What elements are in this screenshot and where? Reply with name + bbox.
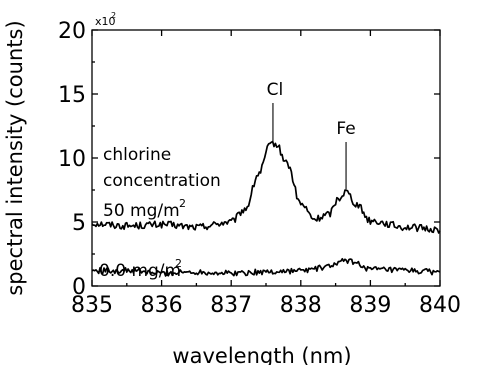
y-tick-label: 15 [58, 83, 86, 108]
series-0mg-line [91, 257, 441, 277]
y-tick-label: 5 [72, 211, 86, 236]
x-tick-label: 836 [141, 293, 183, 318]
y-multiplier-exp: 2 [111, 11, 116, 20]
x-tick-label: 837 [210, 293, 252, 318]
plot-frame [91, 29, 441, 287]
series-50mg-line [91, 140, 441, 234]
conc-0-label: 0.0 mg/m [99, 261, 181, 281]
series-layer [91, 140, 441, 277]
y-tick-label: 20 [58, 19, 86, 44]
y-tick-labels: 0 5 10 15 20 [58, 19, 86, 300]
x-tick-label: 838 [280, 293, 322, 318]
conc-50-label: 50 mg/m [103, 201, 180, 221]
x-tick-labels: 835 836 837 838 839 840 [71, 293, 461, 318]
x-tick-label: 839 [349, 293, 391, 318]
conc-0-superscript: 2 [175, 257, 182, 270]
x-tick-label: 840 [419, 293, 461, 318]
concentration-label: concentration [103, 171, 221, 191]
fe-peak-label: Fe [336, 119, 355, 139]
y-multiplier-base: x10 [95, 15, 116, 28]
conc-50-superscript: 2 [179, 197, 186, 210]
x-axis-label: wavelength (nm) [172, 344, 351, 365]
y-tick-label: 0 [72, 275, 86, 300]
cl-peak-label: Cl [267, 80, 284, 100]
y-axis-label: spectral intensity (counts) [3, 20, 27, 295]
y-tick-label: 10 [58, 147, 86, 172]
x-tick-label: 835 [71, 293, 113, 318]
chlorine-label: chlorine [103, 145, 171, 165]
